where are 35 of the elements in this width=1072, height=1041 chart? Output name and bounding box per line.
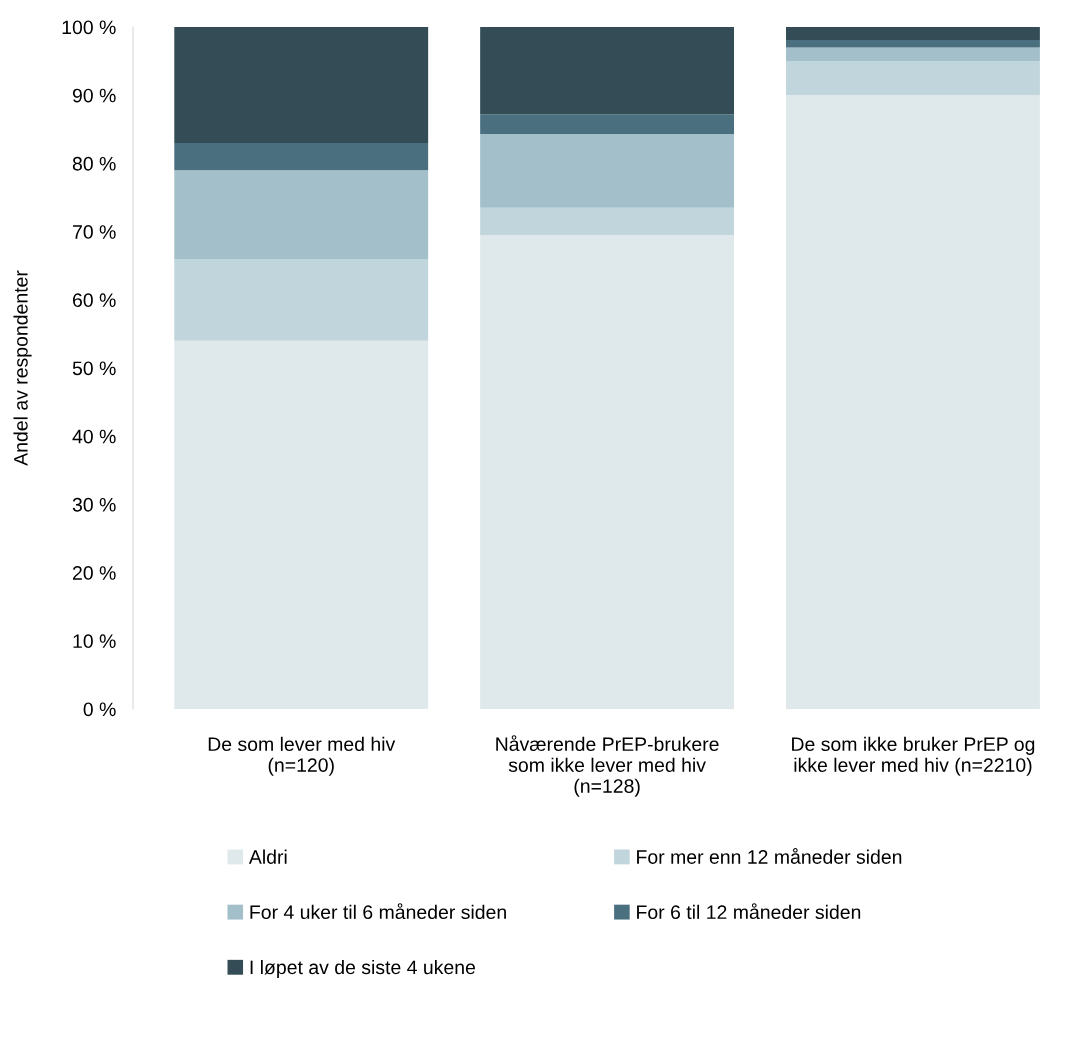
legend-label: For 6 til 12 måneder siden [637, 903, 861, 920]
x-tick-label: De som ikke bruker PrEP og ikke lever med hiv (n=2210) [792, 736, 1035, 776]
y-tick-label: 70 % [73, 225, 116, 239]
legend-label: I løpet av de siste 4 ukene [250, 959, 476, 979]
y-tick-label: 20 % [72, 566, 116, 580]
bar [786, 95, 1040, 709]
bar [786, 61, 1040, 96]
x-tick-label: Nåværende PrEP-brukere som ikke lever med hiv (n=128) [496, 735, 719, 797]
legend-label: Aldri [248, 849, 287, 864]
y-tick-label: 100 % [62, 20, 116, 35]
legend-label: For mer enn 12 måneder siden [637, 848, 902, 864]
bar [174, 142, 429, 171]
bar [480, 207, 735, 236]
y-tick-label: 30 % [72, 497, 116, 512]
bar [786, 47, 1040, 62]
y-axis-title: Andel av respondenter [13, 270, 32, 466]
y-tick-label: 90 % [72, 88, 116, 103]
y-tick-label: 10 % [73, 634, 116, 649]
y-tick-label: 0 % [83, 702, 116, 717]
bar [174, 170, 429, 259]
bar [786, 27, 1040, 40]
bar [480, 27, 735, 115]
bar [786, 39, 1040, 48]
bar [174, 258, 429, 341]
y-tick-label: 40 % [72, 429, 116, 444]
legend-label: For 4 uker til 6 måneder siden [250, 903, 506, 920]
y-tick-label: 80 % [72, 156, 116, 171]
x-tick-label: De som lever med hiv (n=120) [208, 736, 396, 776]
bar [480, 235, 735, 709]
y-tick-label: 50 % [72, 361, 116, 376]
y-tick-label: 60 % [73, 293, 116, 308]
bar [174, 340, 429, 709]
bar [480, 114, 735, 135]
bar [174, 27, 429, 143]
bar [480, 134, 735, 208]
